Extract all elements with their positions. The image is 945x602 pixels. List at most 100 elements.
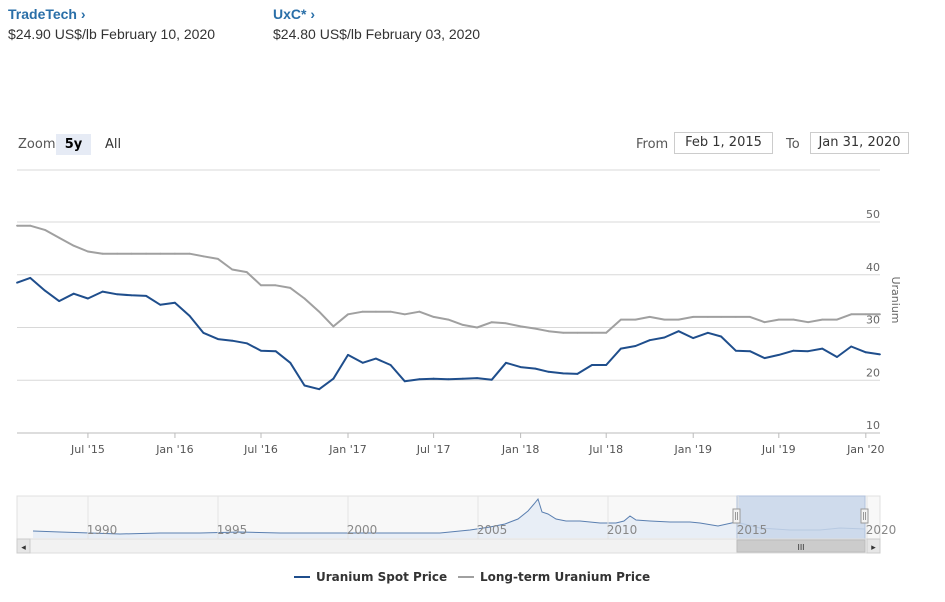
legend-longterm-swatch xyxy=(458,576,474,578)
spot-point xyxy=(777,354,780,356)
to-label: To xyxy=(786,137,800,152)
spot-point xyxy=(879,353,881,356)
spot-point xyxy=(850,345,853,348)
longterm-point xyxy=(490,321,493,324)
spot-point xyxy=(432,377,435,380)
spot-price-line xyxy=(16,276,881,391)
spot-point xyxy=(576,373,579,375)
y-axis-label: Uranium xyxy=(889,276,902,323)
spot-point xyxy=(145,295,148,297)
longterm-point xyxy=(519,325,522,328)
navigator-right-handle[interactable] xyxy=(860,508,869,524)
tradetech-price: $24.90 US$/lb February 10, 2020 xyxy=(8,26,216,42)
to-date-input[interactable]: Jan 31, 2020 xyxy=(810,132,909,154)
longterm-point xyxy=(663,318,666,321)
scroll-left-button[interactable] xyxy=(16,538,31,554)
x-tick-label: Jan '16 xyxy=(155,443,193,456)
navigator-year-label: 2010 xyxy=(607,523,638,537)
scroll-thumb[interactable] xyxy=(736,539,866,553)
navigator[interactable]: 1990 1995 2000 2005 2010 2015 2020 xyxy=(16,495,896,540)
y-tick-label: 30 xyxy=(866,314,880,327)
tradetech-link[interactable]: TradeTech › xyxy=(8,6,86,22)
longterm-point xyxy=(807,321,809,324)
x-tick-label: Jan '19 xyxy=(673,443,711,456)
longterm-point xyxy=(547,330,550,333)
spot-point xyxy=(289,361,292,364)
spot-point xyxy=(174,301,176,304)
longterm-point xyxy=(403,313,406,316)
legend-longterm-label: Long-term Uranium Price xyxy=(480,570,651,584)
spot-point xyxy=(188,315,191,317)
longterm-point xyxy=(879,313,881,316)
longterm-point xyxy=(576,331,579,334)
spot-point xyxy=(692,337,695,339)
spot-point xyxy=(159,303,162,306)
uxc-price: $24.80 US$/lb February 03, 2020 xyxy=(273,26,481,42)
legend-item-spot[interactable]: Uranium Spot Price xyxy=(294,570,447,584)
longterm-point xyxy=(202,255,205,258)
longterm-point xyxy=(836,318,838,321)
longterm-point xyxy=(562,331,565,334)
spot-point xyxy=(620,347,622,350)
longterm-point xyxy=(591,331,593,334)
longterm-point xyxy=(274,284,277,287)
spot-point xyxy=(720,335,722,338)
longterm-point xyxy=(534,327,537,330)
x-tick-label: Jul '15 xyxy=(70,443,105,456)
navigator-left-handle[interactable] xyxy=(732,508,741,524)
scrollbar[interactable]: ◂ III ▸ xyxy=(16,538,881,554)
spot-point xyxy=(29,277,32,279)
navigator-year-label: 1990 xyxy=(87,523,118,537)
spot-point xyxy=(389,364,392,366)
longterm-point xyxy=(389,310,392,313)
spot-point xyxy=(332,377,335,380)
legend-item-longterm[interactable]: Long-term Uranium Price xyxy=(458,570,650,584)
y-axis-ticks: 10 20 30 40 50 xyxy=(866,208,880,432)
uxc-link[interactable]: UxC* › xyxy=(273,6,316,22)
series-lines xyxy=(16,224,881,391)
navigator-year-label: 2015 xyxy=(737,523,768,537)
spot-point xyxy=(260,349,262,352)
spot-point xyxy=(72,292,75,295)
longterm-point xyxy=(432,316,435,318)
longterm-point xyxy=(87,250,89,253)
longterm-point xyxy=(29,224,32,227)
longterm-point xyxy=(864,313,867,316)
spot-point xyxy=(605,364,608,366)
y-tick-label: 10 xyxy=(866,419,880,432)
spot-point xyxy=(505,361,507,364)
longterm-point xyxy=(260,284,262,287)
longterm-point xyxy=(476,326,478,329)
longterm-point xyxy=(634,318,637,321)
navigator-year-label: 2000 xyxy=(347,523,378,537)
legend-spot-swatch xyxy=(294,576,310,578)
longterm-point xyxy=(145,252,148,255)
spot-point xyxy=(16,281,18,284)
spot-point xyxy=(101,290,104,293)
spot-point xyxy=(807,350,809,353)
longterm-point xyxy=(462,324,464,326)
spot-point xyxy=(821,347,824,350)
navigator-series-line xyxy=(32,497,866,535)
scroll-right-button[interactable] xyxy=(866,538,881,554)
navigator-selection-mask[interactable] xyxy=(736,495,866,540)
longterm-point xyxy=(231,268,234,271)
from-date-input[interactable]: Feb 1, 2015 xyxy=(674,132,773,154)
spot-point xyxy=(534,367,537,370)
uxc-block: UxC* › $24.80 US$/lb February 03, 2020 xyxy=(273,6,480,42)
longterm-point xyxy=(850,313,853,316)
spot-point xyxy=(519,366,522,368)
spot-point xyxy=(245,342,248,345)
zoom-5y-button[interactable]: 5y xyxy=(56,134,91,155)
zoom-all-button[interactable]: All xyxy=(104,137,122,152)
spot-point xyxy=(58,300,60,302)
spot-point xyxy=(318,388,321,391)
longterm-point xyxy=(116,252,119,255)
longterm-point xyxy=(375,310,377,313)
longterm-point xyxy=(72,244,75,247)
zoom-label: Zoom xyxy=(18,137,56,152)
longterm-point xyxy=(159,252,162,255)
longterm-point xyxy=(347,313,349,316)
x-tick-label: Jul '17 xyxy=(416,443,451,456)
spot-point xyxy=(476,377,478,379)
